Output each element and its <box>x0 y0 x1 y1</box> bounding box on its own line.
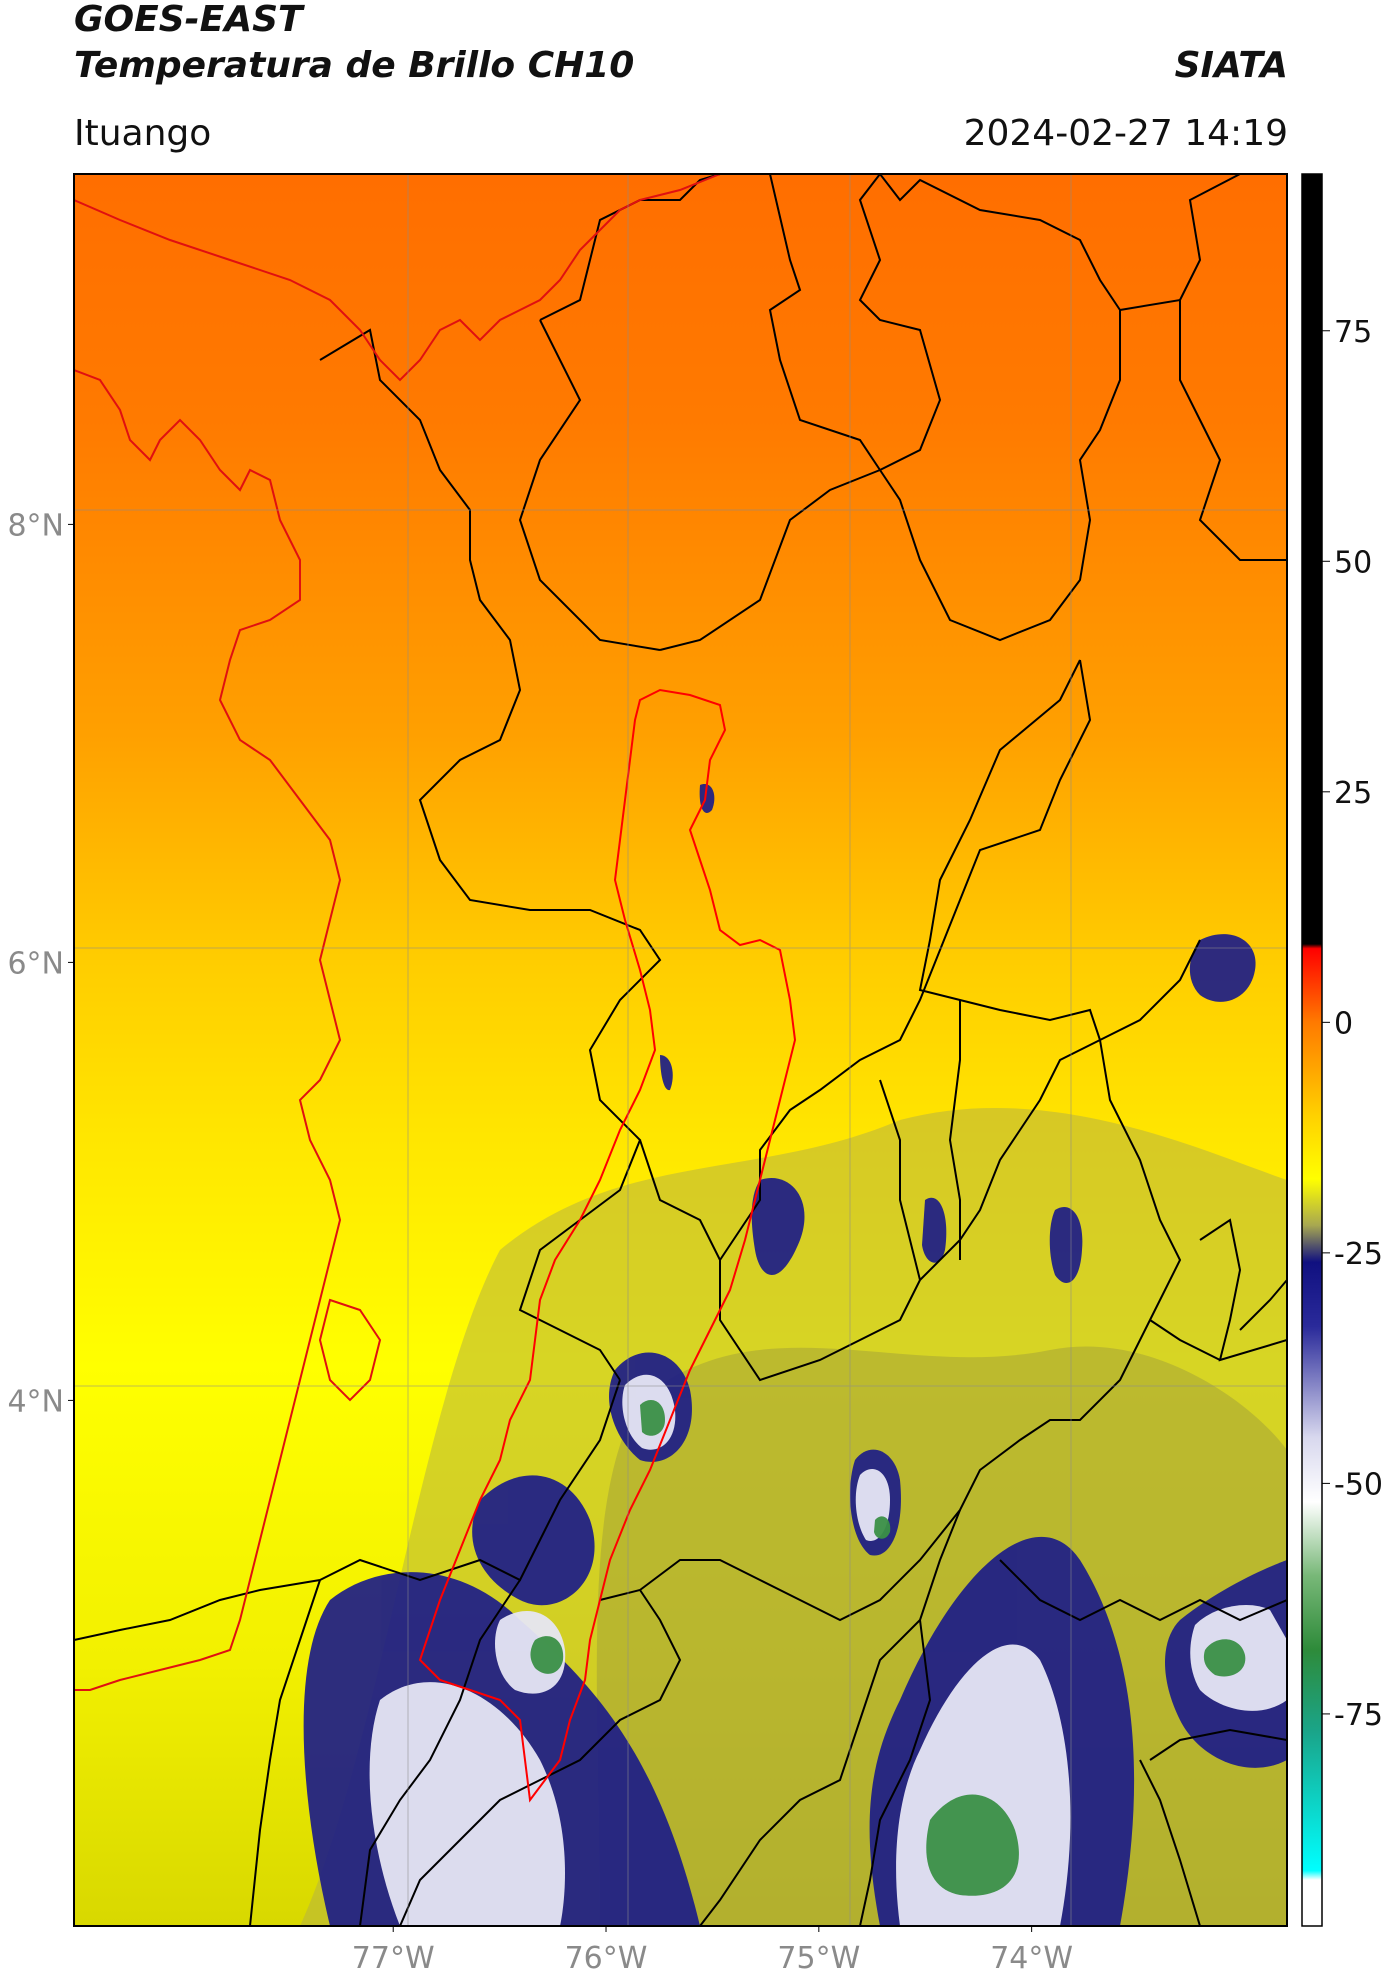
colorbar-tick-label: -50 <box>1334 1467 1383 1502</box>
lon-tick-label: 74°W <box>990 1941 1073 1976</box>
gridlines <box>74 174 1287 1926</box>
temperature-field <box>74 174 1287 1926</box>
lat-tick-label: 8°N <box>7 508 64 543</box>
colorbar <box>1301 173 1323 1927</box>
lon-tick-label: 76°W <box>565 1941 648 1976</box>
product-title: Temperatura de Brillo CH10 <box>74 45 635 86</box>
department-borders <box>74 174 1287 1926</box>
colorbar-tick-label: -25 <box>1334 1237 1383 1272</box>
ituango-basin-outline <box>418 688 797 1803</box>
coastline <box>74 174 721 1691</box>
map-frame <box>73 173 1288 1927</box>
lat-tick-label: 4°N <box>7 1384 64 1419</box>
lon-tick-label: 77°W <box>352 1941 435 1976</box>
lon-tick-label: 75°W <box>777 1941 860 1976</box>
colorbar-tick-label: -75 <box>1334 1698 1383 1733</box>
organization-label: SIATA <box>1174 45 1288 86</box>
colorbar-tick-label: 25 <box>1334 776 1372 811</box>
colorbar-tick-label: 0 <box>1334 1006 1353 1041</box>
location-label: Ituango <box>74 113 212 154</box>
satellite-title: GOES-EAST <box>74 0 303 40</box>
datetime-label: 2024-02-27 14:19 <box>963 113 1288 154</box>
colorbar-tick-label: 75 <box>1334 315 1372 350</box>
lat-tick-label: 6°N <box>7 946 64 981</box>
colorbar-tick-label: 50 <box>1334 545 1372 580</box>
